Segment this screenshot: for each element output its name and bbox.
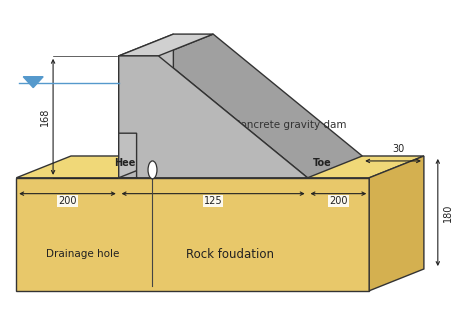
Polygon shape (118, 56, 308, 178)
Text: Heel: Heel (114, 158, 139, 168)
Polygon shape (118, 56, 308, 178)
Ellipse shape (148, 161, 157, 179)
Text: Concrete gravity dam: Concrete gravity dam (233, 120, 346, 130)
Text: 200: 200 (329, 196, 347, 206)
Text: 168: 168 (40, 108, 50, 126)
Polygon shape (118, 34, 213, 56)
Polygon shape (16, 178, 369, 291)
Text: Drainage Gallery: Drainage Gallery (163, 158, 246, 168)
Polygon shape (158, 34, 362, 178)
Text: Drainage hole: Drainage hole (46, 249, 119, 259)
Text: Rock foudation: Rock foudation (186, 248, 274, 261)
Polygon shape (23, 77, 43, 88)
Text: 180: 180 (443, 203, 453, 222)
Text: Toe: Toe (313, 158, 332, 168)
Text: 125: 125 (204, 196, 222, 206)
Polygon shape (16, 156, 424, 178)
Text: 30: 30 (392, 144, 404, 154)
Polygon shape (369, 156, 424, 291)
Polygon shape (118, 34, 173, 178)
Text: 200: 200 (58, 196, 77, 206)
